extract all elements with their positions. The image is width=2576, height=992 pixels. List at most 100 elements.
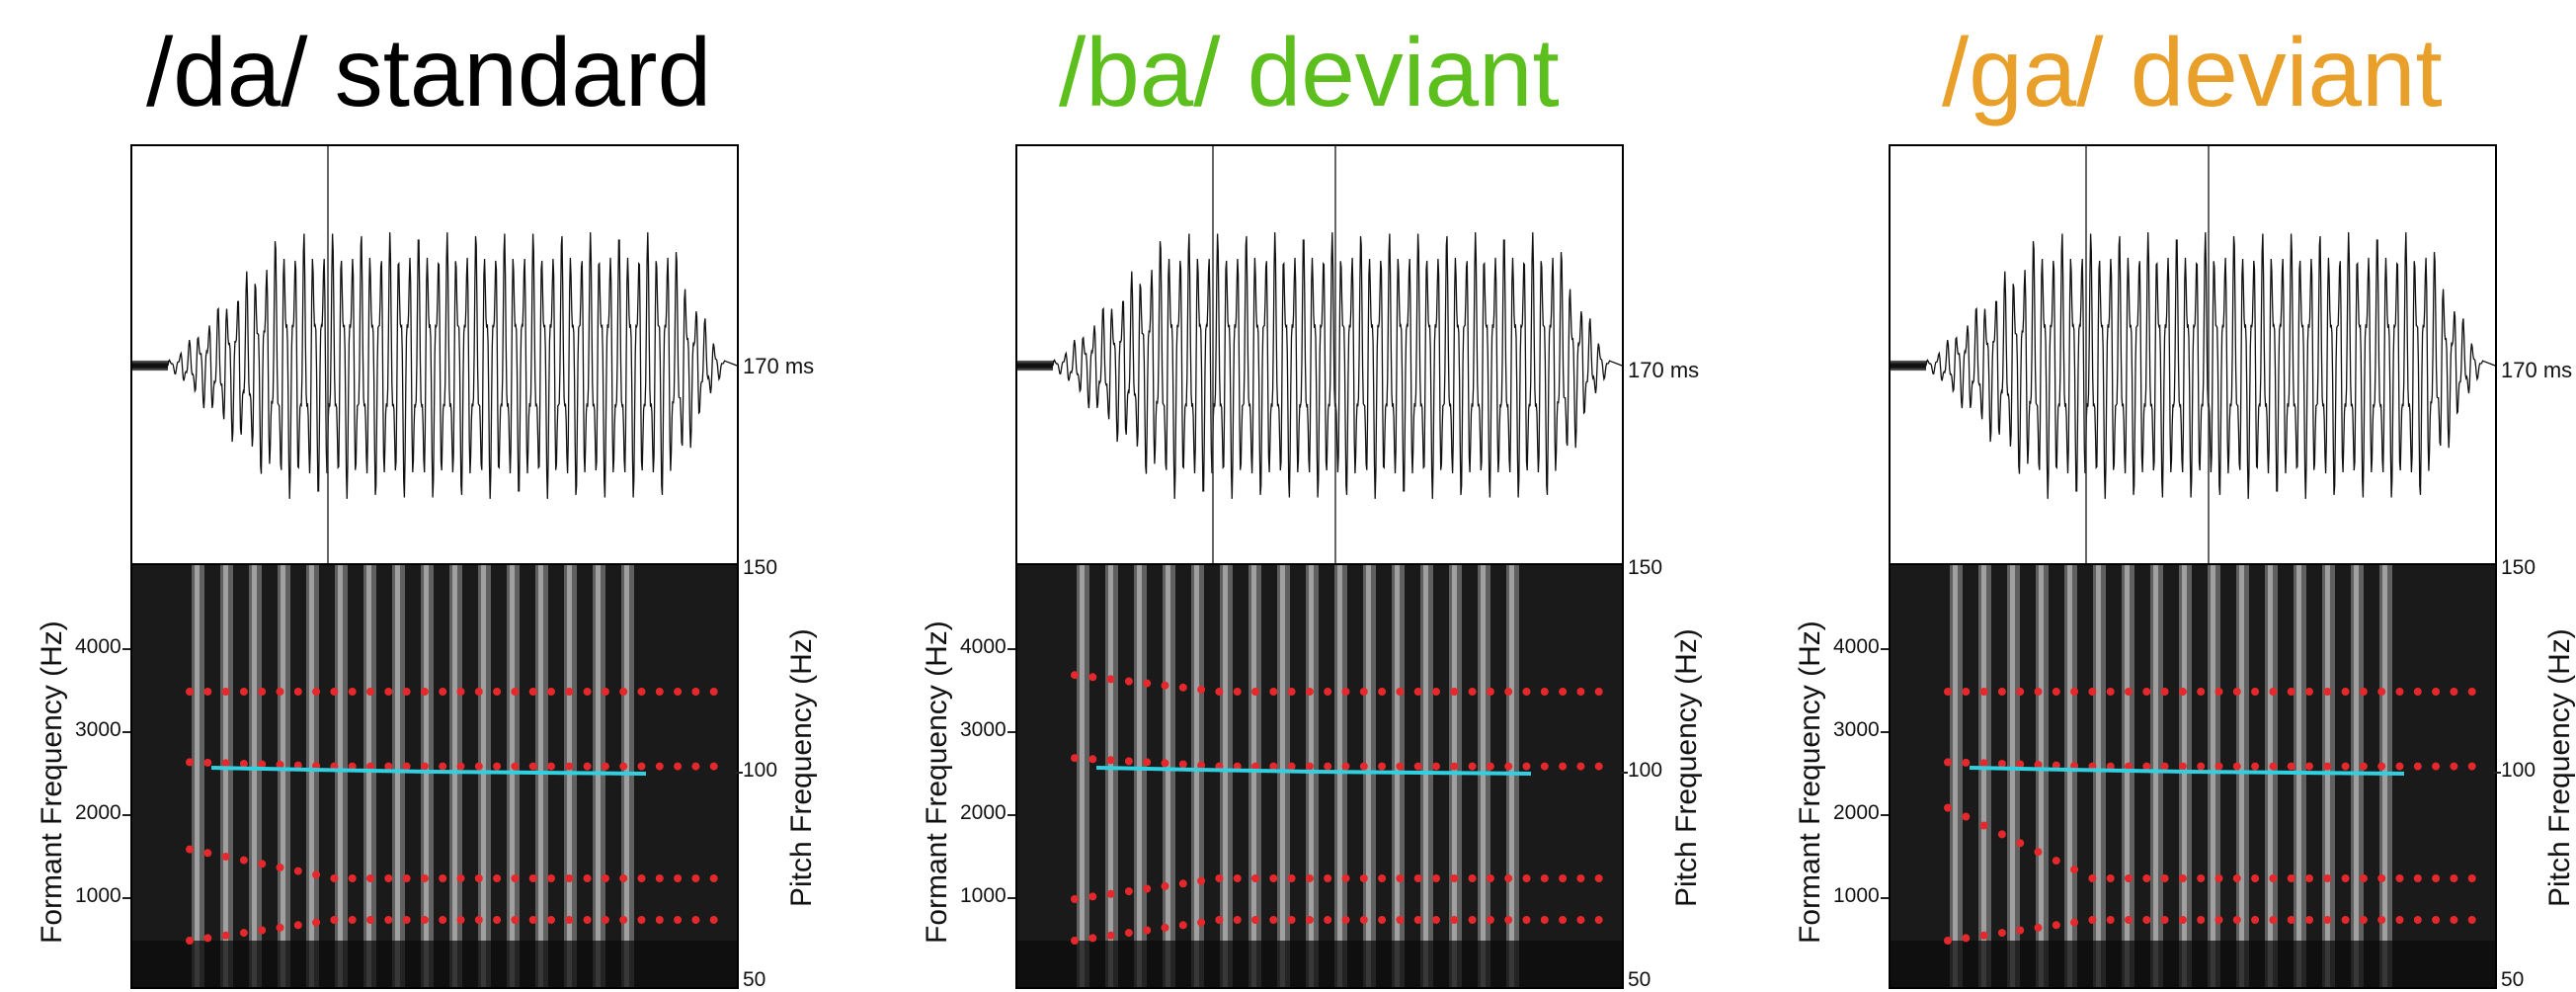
formant-dot-F1 (1124, 929, 1133, 938)
formant-dot-F1 (1944, 937, 1952, 945)
formant-dot-F3 (2359, 762, 2368, 771)
formant-dot-F2 (456, 874, 465, 882)
formant-dot-F4 (2214, 688, 2223, 696)
formant-dot-F2 (1594, 874, 1603, 882)
formant-dot-F2 (1106, 889, 1115, 898)
formant-dot-F4 (547, 688, 555, 696)
formant-dot-F2 (1124, 887, 1133, 896)
formant-dot-F1 (2178, 916, 2187, 924)
formant-dot-F3 (547, 762, 555, 771)
formant-dot-F4 (1215, 688, 1224, 696)
formant-tick-3000: 3000 (960, 718, 1006, 741)
formant-dot-F4 (2232, 688, 2241, 696)
formant-dot-F1 (1161, 923, 1169, 932)
formant-dot-F4 (1486, 688, 1494, 696)
pitch-tick-50: 50 (2501, 968, 2525, 991)
formant-dot-F2 (547, 874, 555, 882)
formant-dot-F1 (186, 937, 194, 945)
formant-dot-F4 (1124, 677, 1133, 686)
formant-dot-F3 (2413, 762, 2422, 771)
formant-dot-F4 (565, 688, 574, 696)
formant-dot-F2 (348, 874, 357, 882)
formant-dot-F1 (1359, 916, 1368, 924)
formant-dot-F1 (583, 916, 592, 924)
formant-dot-F3 (1559, 762, 1568, 771)
panel-title: /da/ standard (146, 18, 712, 126)
formant-dot-F4 (1979, 688, 1988, 696)
formant-dot-F2 (2432, 874, 2441, 882)
formant-dot-F4 (1962, 688, 1971, 696)
formant-dot-F3 (1504, 762, 1513, 771)
formant-dot-F1 (1341, 916, 1350, 924)
formant-dot-F2 (1486, 874, 1494, 882)
formant-dot-F4 (348, 688, 357, 696)
formant-dot-F1 (2377, 916, 2386, 924)
pitch-tick-150: 150 (743, 556, 778, 579)
formant-dot-F4 (493, 688, 502, 696)
formant-dot-F4 (402, 688, 411, 696)
formant-dot-F1 (493, 916, 502, 924)
formant-dot-F4 (312, 688, 321, 696)
formant-dot-F3 (2251, 762, 2260, 771)
formant-dot-F4 (2305, 688, 2313, 696)
formant-dot-F4 (1396, 688, 1405, 696)
formant-dot-F2 (619, 874, 628, 882)
formant-dot-F1 (2395, 916, 2404, 924)
formant-tick-4000: 4000 (960, 635, 1006, 658)
formant-dot-F4 (655, 688, 664, 696)
formant-dot-F2 (366, 874, 374, 882)
formant-dot-F2 (2106, 874, 2115, 882)
formant-dot-F1 (420, 916, 429, 924)
formant-dot-F3 (1088, 755, 1097, 764)
formant-dot-F4 (619, 688, 628, 696)
formant-dot-F1 (1106, 931, 1115, 940)
pitch-tick-50: 50 (1628, 968, 1651, 991)
pitch-tick-100: 100 (743, 759, 778, 782)
waveform-plot (1015, 144, 1624, 565)
formant-dot-F4 (1197, 685, 1206, 694)
formant-dot-F1 (2251, 916, 2260, 924)
formant-dot-F2 (1944, 803, 1952, 812)
waveform-plot (130, 144, 739, 565)
formant-dot-F4 (1504, 688, 1513, 696)
pitch-tick-150: 150 (1628, 556, 1663, 579)
formant-dot-F4 (1161, 681, 1169, 690)
formant-dot-F1 (221, 931, 230, 940)
formant-dot-F1 (691, 916, 700, 924)
formant-tick-4000: 4000 (1833, 635, 1880, 658)
formant-dot-F3 (1071, 754, 1079, 763)
formant-dot-F4 (1305, 688, 1314, 696)
formant-dot-F4 (1559, 688, 1568, 696)
pitch-tick-50: 50 (743, 968, 766, 991)
formant-dot-F1 (2197, 916, 2206, 924)
formant-dot-F4 (674, 688, 683, 696)
formant-dot-F1 (1576, 916, 1585, 924)
formant-dot-F3 (2178, 762, 2187, 771)
formant-dot-F1 (2450, 916, 2458, 924)
formant-dot-F1 (2359, 916, 2368, 924)
formant-dot-F4 (330, 688, 339, 696)
formant-dot-F1 (1215, 916, 1224, 924)
formant-dot-F2 (1088, 892, 1097, 901)
formant-dot-F1 (1324, 916, 1332, 924)
formant-dot-F3 (2269, 762, 2278, 771)
duration-label: 170 ms (2501, 358, 2573, 382)
pitch-axis-label: Pitch Frequency (Hz) (1670, 628, 1703, 907)
formant-dot-F4 (456, 688, 465, 696)
formant-dot-F1 (1251, 916, 1259, 924)
formant-dot-F3 (1143, 758, 1152, 767)
formant-dot-F4 (203, 688, 212, 696)
formant-dot-F3 (384, 762, 393, 771)
formant-dot-F1 (2432, 916, 2441, 924)
formant-dot-F2 (1341, 874, 1350, 882)
formant-dot-F3 (2106, 762, 2115, 771)
formant-dot-F3 (2160, 762, 2169, 771)
formant-dot-F2 (1251, 874, 1259, 882)
formant-dot-F3 (293, 761, 302, 770)
formant-dot-F1 (655, 916, 664, 924)
formant-dot-F3 (402, 762, 411, 771)
formant-dot-F2 (565, 874, 574, 882)
formant-dot-F3 (709, 762, 718, 771)
formant-dot-F3 (1161, 759, 1169, 768)
formant-dot-F2 (203, 849, 212, 858)
